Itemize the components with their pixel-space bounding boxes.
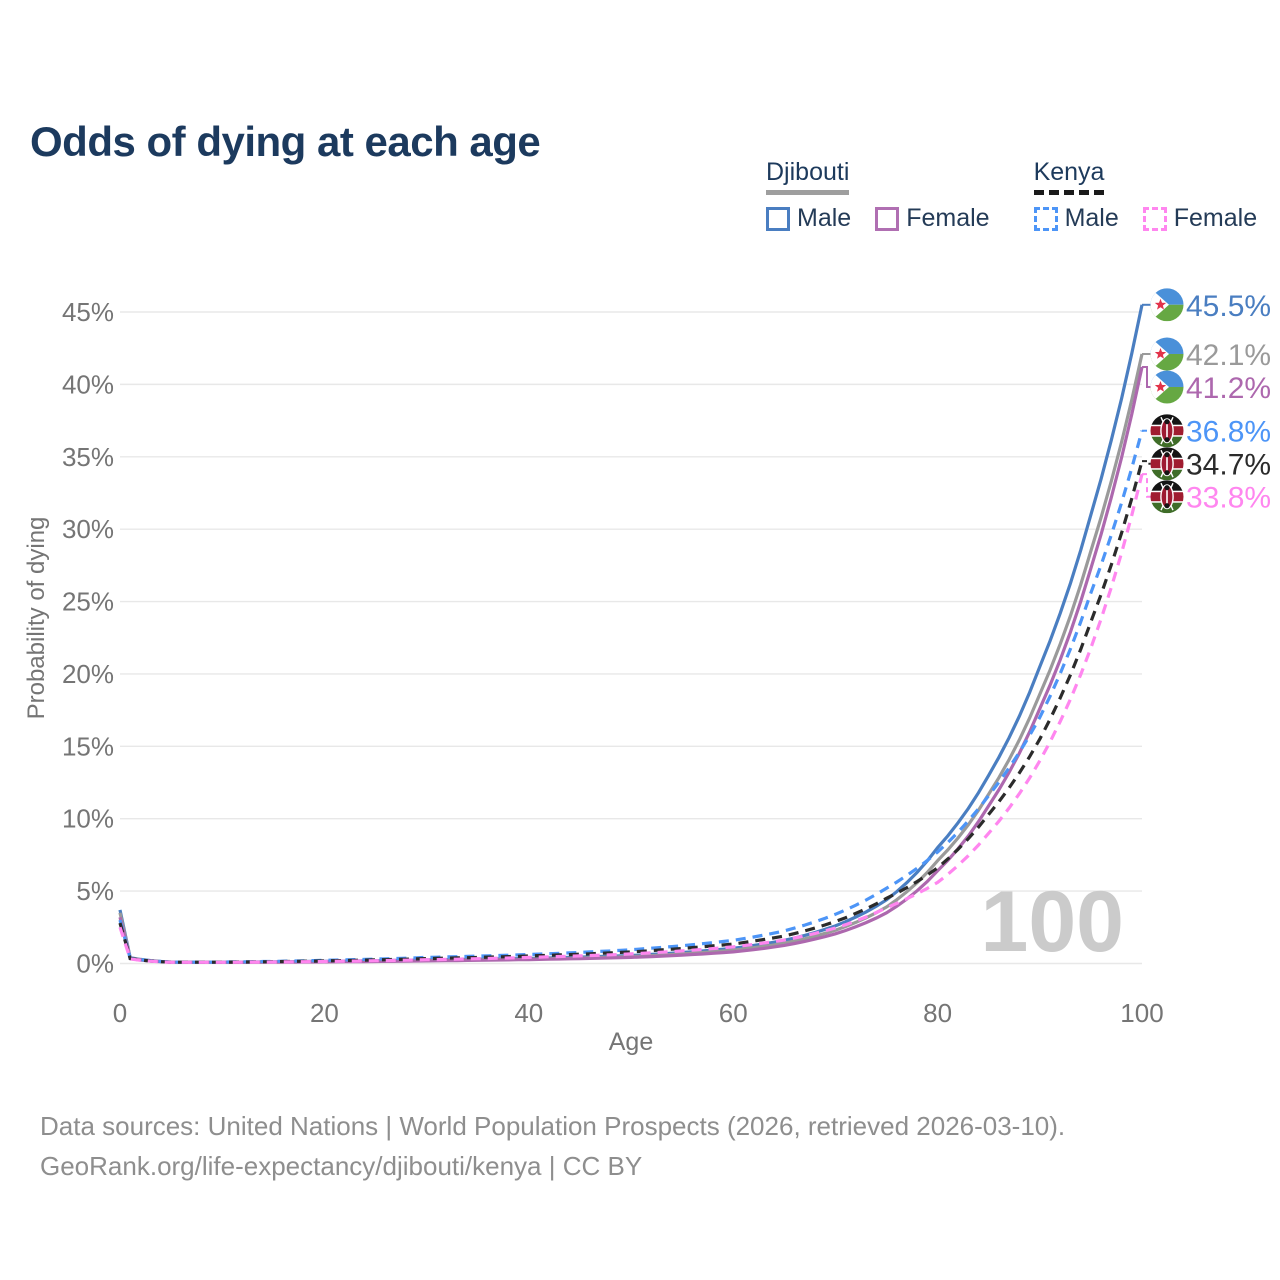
djibouti-flag-icon — [1150, 288, 1184, 322]
y-axis-title: Probability of dying — [23, 517, 50, 720]
end-value-label: 34.7% — [1186, 449, 1271, 482]
line-style-swatch-djibouti-male — [766, 206, 790, 231]
y-tick-label: 35% — [62, 442, 114, 472]
x-axis-title: Age — [609, 1028, 653, 1056]
footer: Data sources: United Nations | World Pop… — [40, 1106, 1065, 1186]
legend-label-kenya-female: Female — [1173, 204, 1258, 232]
data-sources-text: Data sources: United Nations | World Pop… — [40, 1111, 1066, 1141]
djibouti-flag-icon — [1150, 337, 1184, 371]
page-title: Odds of dying at each age — [30, 118, 541, 166]
legend-item-kenya-female[interactable]: Female — [1142, 204, 1258, 233]
end-value-label: 33.8% — [1186, 482, 1271, 515]
kenya-flag-icon — [1150, 480, 1184, 514]
age-watermark: 100 — [981, 874, 1125, 970]
y-tick-label: 10% — [62, 804, 114, 834]
kenya-flag-icon — [1150, 447, 1184, 481]
x-tick-label: 80 — [923, 998, 952, 1028]
series-line-kenya — [118, 460, 1144, 964]
line-style-swatch-kenya-female — [1142, 206, 1167, 231]
legend-label-djibouti-female: Female — [906, 204, 990, 232]
legend: Djibouti Male Female Kenya Male — [766, 158, 1257, 233]
x-tick-label: 60 — [719, 998, 748, 1028]
x-tick-label: 20 — [310, 998, 339, 1028]
legend-label-kenya-male: Male — [1064, 204, 1119, 232]
y-tick-label: 15% — [62, 731, 114, 761]
legend-country-kenya: Kenya — [1033, 158, 1105, 195]
x-tick-label: 0 — [113, 998, 127, 1028]
y-tick-label: 25% — [62, 587, 114, 617]
legend-group-kenya: Kenya Male Female — [1033, 158, 1258, 233]
attribution-text: GeoRank.org/life-expectancy/djibouti/ken… — [40, 1151, 643, 1181]
kenya-flag-icon — [1150, 414, 1184, 448]
line-style-swatch-kenya-male — [1033, 206, 1058, 231]
end-label-connector — [1142, 460, 1151, 465]
djibouti-flag-icon — [1150, 370, 1184, 404]
end-label-connector — [1142, 473, 1151, 498]
y-tick-label: 45% — [62, 297, 114, 327]
y-tick-label: 0% — [76, 949, 114, 979]
x-tick-label: 100 — [1120, 998, 1163, 1028]
series-line-djibouti — [118, 353, 1144, 964]
legend-item-djibouti-male[interactable]: Male — [766, 204, 851, 233]
end-value-label: 41.2% — [1186, 372, 1271, 405]
legend-country-djibouti: Djibouti — [766, 158, 850, 195]
series-line-kenya-female — [118, 473, 1144, 964]
y-tick-label: 30% — [62, 514, 114, 544]
end-value-label: 42.1% — [1186, 339, 1271, 372]
end-label-connector — [1142, 366, 1151, 388]
legend-label-djibouti-male: Male — [797, 204, 852, 232]
y-tick-label: 40% — [62, 369, 114, 399]
y-tick-label: 20% — [62, 659, 114, 689]
y-tick-label: 5% — [76, 876, 114, 906]
x-tick-label: 40 — [514, 998, 543, 1028]
series-line-kenya-male — [118, 430, 1144, 964]
legend-item-djibouti-female[interactable]: Female — [875, 204, 990, 233]
legend-group-djibouti: Djibouti Male Female — [766, 158, 990, 233]
series-line-djibouti-male — [118, 304, 1144, 964]
end-value-label: 45.5% — [1186, 290, 1271, 323]
line-style-swatch-djibouti-female — [875, 206, 900, 231]
end-value-label: 36.8% — [1186, 416, 1271, 449]
legend-item-kenya-male[interactable]: Male — [1033, 204, 1119, 233]
